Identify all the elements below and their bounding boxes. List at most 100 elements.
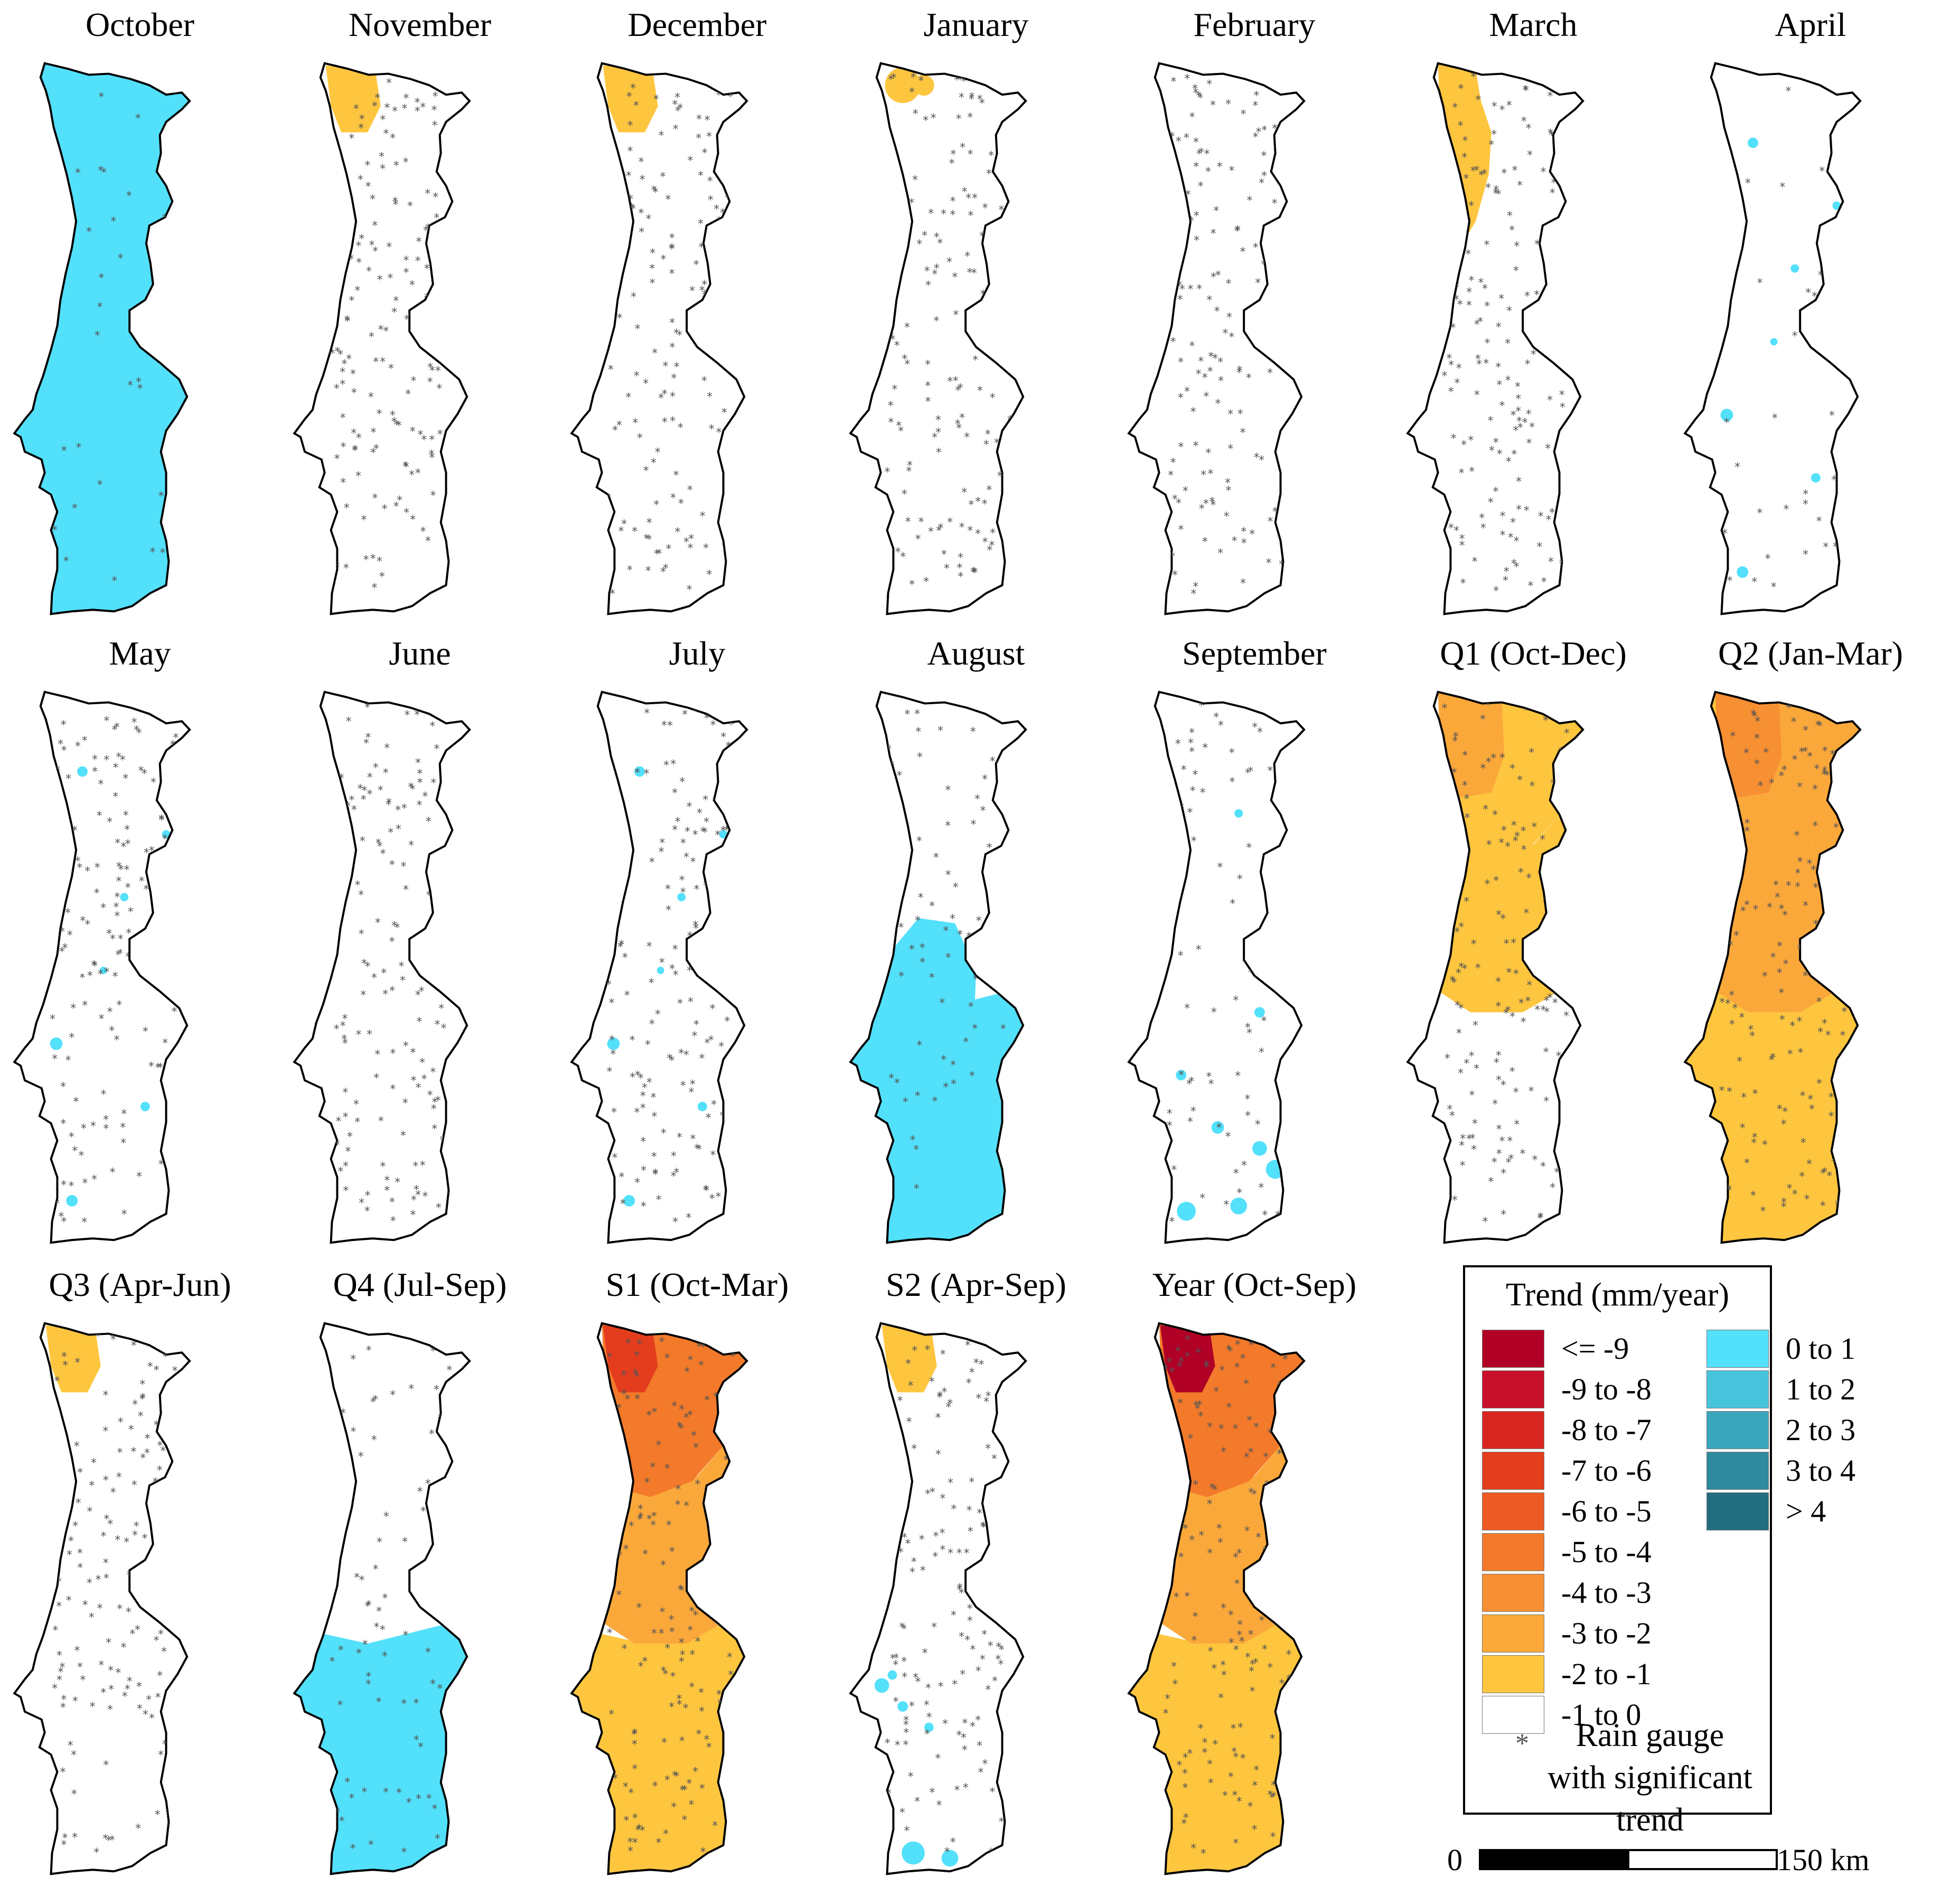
rain-gauge-marker: * [405, 709, 410, 722]
rain-gauge-marker: * [920, 941, 925, 955]
rain-gauge-marker: * [696, 113, 702, 126]
rain-gauge-marker: * [981, 1628, 987, 1641]
rain-gauge-marker: * [1241, 537, 1247, 550]
rain-gauge-marker: * [959, 1630, 964, 1644]
rain-gauge-marker: * [1564, 320, 1570, 333]
rain-gauge-marker: * [67, 929, 73, 942]
rain-gauge-marker: * [985, 1684, 991, 1697]
rain-gauge-marker: * [630, 82, 636, 96]
rain-gauge-marker: * [937, 1391, 943, 1404]
portugal-map: ****************************************… [13, 1322, 191, 1875]
rain-gauge-marker: * [1254, 89, 1260, 102]
rain-gauge-marker: * [338, 1644, 344, 1657]
rain-gauge-marker: * [915, 1676, 921, 1689]
rain-gauge-marker: * [1469, 1089, 1475, 1102]
rain-gauge-marker: * [990, 392, 996, 405]
rain-gauge-marker: * [714, 203, 719, 217]
rain-gauge-marker: * [903, 1096, 908, 1109]
rain-gauge-marker: * [1244, 1093, 1250, 1106]
rain-gauge-marker: * [160, 547, 166, 560]
rain-gauge-marker: * [1207, 1421, 1213, 1434]
rain-gauge-marker: * [692, 1030, 698, 1043]
rain-gauge-marker: * [632, 1763, 637, 1776]
rain-gauge-marker: * [1187, 1748, 1193, 1761]
rain-gauge-marker: * [650, 1461, 656, 1474]
trend-area [850, 994, 1024, 1243]
rain-gauge-marker: * [678, 1422, 684, 1435]
rain-gauge-marker: * [443, 1521, 448, 1534]
rain-gauge-marker: * [62, 1359, 68, 1373]
rain-gauge-marker: * [85, 919, 90, 932]
rain-gauge-marker: * [919, 1534, 925, 1547]
rain-gauge-marker: * [112, 791, 118, 804]
rain-gauge-marker: * [358, 174, 363, 187]
rain-gauge-marker: * [1007, 512, 1012, 526]
rain-gauge-marker: * [401, 1846, 407, 1860]
rain-gauge-marker: * [612, 275, 618, 288]
rain-gauge-marker: * [669, 1614, 674, 1627]
rain-gauge-marker: * [351, 427, 357, 440]
rain-gauge-marker: * [353, 1098, 359, 1112]
rain-gauge-marker: * [1729, 1019, 1735, 1032]
rain-gauge-marker: * [1241, 526, 1246, 539]
rain-gauge-marker: * [140, 1452, 146, 1465]
rain-gauge-marker: * [1005, 1547, 1011, 1560]
trend-spot [677, 893, 686, 902]
rain-gauge-marker: * [1191, 1634, 1197, 1647]
rain-gauge-marker: * [945, 951, 951, 965]
rain-gauge-marker: * [1550, 322, 1555, 335]
rain-gauge-marker: * [939, 997, 945, 1010]
rain-gauge-marker: * [622, 1642, 627, 1656]
rain-gauge-marker: * [1191, 835, 1197, 848]
rain-gauge-marker: * [938, 1680, 944, 1694]
rain-gauge-marker: * [1545, 442, 1551, 455]
rain-gauge-marker: * [669, 232, 675, 245]
rain-gauge-marker: * [970, 565, 976, 578]
rain-gauge-marker: * [1220, 1659, 1226, 1673]
rain-gauge-marker: * [118, 933, 124, 946]
rain-gauge-marker: * [673, 969, 679, 982]
rain-gauge-marker: * [54, 1434, 60, 1448]
rain-gauge-marker: * [430, 489, 436, 502]
rain-gauge-marker: * [106, 928, 112, 941]
rain-gauge-marker: * [1509, 224, 1515, 237]
rain-gauge-marker: * [401, 861, 407, 874]
trend-area [14, 63, 190, 614]
rain-gauge-marker: * [730, 1088, 736, 1101]
rain-gauge-marker: * [1445, 836, 1450, 849]
rain-gauge-marker: * [424, 263, 430, 276]
rain-gauge-marker: * [344, 315, 350, 328]
rain-gauge-marker: * [707, 175, 713, 188]
rain-gauge-marker: * [1549, 507, 1555, 520]
rain-gauge-marker: * [1769, 777, 1775, 790]
rain-gauge-marker: * [125, 838, 130, 851]
rain-gauge-marker: * [1182, 1782, 1188, 1795]
rain-gauge-marker: * [1815, 719, 1821, 732]
rain-gauge-marker: * [1755, 715, 1760, 729]
rain-gauge-marker: * [1185, 189, 1191, 202]
rain-gauge-marker: * [688, 996, 693, 1009]
rain-gauge-marker: * [447, 228, 453, 241]
rain-gauge-marker: * [634, 1393, 640, 1406]
rain-gauge-marker: * [1740, 1122, 1746, 1135]
panel-title: June [389, 634, 451, 672]
rain-gauge-marker: * [372, 582, 378, 595]
rain-gauge-marker: * [1521, 1016, 1526, 1029]
rain-gauge-marker: * [408, 839, 414, 853]
rain-gauge-marker: * [1445, 1052, 1450, 1066]
rain-gauge-marker: * [1255, 1531, 1261, 1544]
rain-gauge-marker: * [384, 1174, 390, 1188]
rain-gauge-marker: * [1185, 1350, 1190, 1364]
rain-gauge-marker: * [956, 422, 962, 435]
legend-label: -9 to -8 [1561, 1372, 1652, 1406]
rain-gauge-marker: * [388, 826, 393, 839]
portugal-map: ****************************************… [1127, 62, 1306, 615]
rain-gauge-marker: * [1514, 1118, 1520, 1132]
rain-gauge-marker: * [1833, 821, 1839, 835]
rain-gauge-marker: * [623, 1814, 629, 1827]
rain-gauge-marker: * [1179, 1520, 1185, 1533]
rain-gauge-marker: * [371, 1434, 377, 1447]
rain-gauge-marker: * [381, 967, 387, 981]
rain-gauge-marker: * [689, 285, 695, 298]
rain-gauge-marker: * [334, 1807, 340, 1820]
